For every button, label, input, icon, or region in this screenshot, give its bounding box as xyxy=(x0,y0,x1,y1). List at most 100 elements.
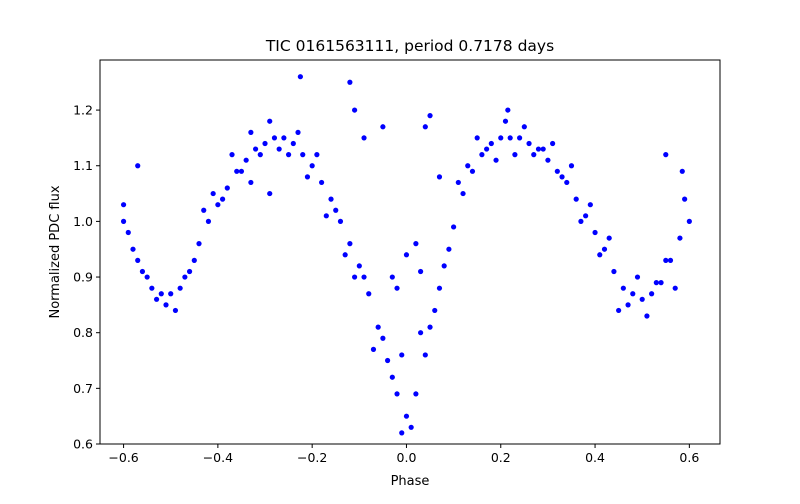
data-point xyxy=(186,268,193,275)
y-tick-label: 0.7 xyxy=(73,381,93,396)
data-point xyxy=(182,274,188,280)
data-point xyxy=(130,246,136,252)
x-tick-label: 0.0 xyxy=(397,450,417,465)
data-point xyxy=(323,213,329,219)
data-point xyxy=(375,324,381,330)
data-point xyxy=(158,291,164,297)
data-point xyxy=(276,146,282,152)
data-point xyxy=(517,135,523,141)
data-point xyxy=(120,218,127,224)
data-point xyxy=(399,352,405,358)
data-point xyxy=(252,146,259,152)
data-point xyxy=(267,118,273,124)
data-point xyxy=(413,241,419,247)
data-point xyxy=(583,213,589,219)
data-point xyxy=(361,274,367,280)
data-point xyxy=(215,202,221,208)
data-point xyxy=(366,291,372,297)
data-point xyxy=(436,174,443,180)
data-point xyxy=(297,74,303,80)
data-point xyxy=(418,330,424,336)
data-point xyxy=(385,357,391,364)
data-point xyxy=(658,280,664,286)
data-point xyxy=(540,146,546,152)
data-point xyxy=(408,424,414,430)
data-point xyxy=(469,168,476,174)
data-point xyxy=(347,79,353,85)
data-point xyxy=(135,257,141,263)
data-point xyxy=(144,274,150,280)
x-tick-label: 0.2 xyxy=(491,450,511,465)
data-point xyxy=(300,152,306,158)
data-point xyxy=(649,291,655,297)
data-point xyxy=(309,163,315,169)
data-point xyxy=(285,152,292,158)
data-point xyxy=(634,274,641,280)
data-point xyxy=(672,285,678,291)
data-point xyxy=(427,324,433,330)
x-axis-label: Phase xyxy=(391,474,430,489)
data-point xyxy=(333,207,339,213)
data-point xyxy=(399,430,405,436)
x-tick-label: 0.4 xyxy=(585,450,605,465)
data-point xyxy=(422,352,428,358)
data-point xyxy=(559,174,565,180)
data-points-layer xyxy=(120,74,692,436)
data-point xyxy=(205,218,212,224)
data-point xyxy=(422,124,428,130)
data-point xyxy=(403,413,410,419)
data-point xyxy=(597,252,603,258)
data-point xyxy=(667,257,674,263)
data-point xyxy=(139,268,146,275)
data-point xyxy=(568,163,575,169)
plot-frame xyxy=(99,59,721,445)
data-point xyxy=(248,179,254,186)
data-point xyxy=(616,307,622,314)
data-point xyxy=(432,307,438,314)
y-axis-ticks: 0.6 0.7 0.8 0.9 1.0 1.1 1.2 xyxy=(73,103,100,452)
chart-title: TIC 0161563111, period 0.7178 days xyxy=(265,37,554,55)
data-point xyxy=(342,252,348,258)
data-point xyxy=(682,196,688,202)
data-point xyxy=(611,268,617,275)
data-point xyxy=(545,157,551,163)
data-point xyxy=(620,285,626,291)
data-point xyxy=(441,263,447,269)
data-point xyxy=(663,152,669,158)
data-point xyxy=(535,146,542,152)
data-point xyxy=(389,274,395,280)
data-point xyxy=(219,196,226,202)
data-point xyxy=(172,307,179,314)
data-point xyxy=(234,168,240,174)
data-point xyxy=(512,152,518,158)
data-point xyxy=(352,107,358,113)
data-point xyxy=(587,202,593,208)
data-point xyxy=(281,135,287,141)
data-point xyxy=(686,218,692,224)
data-point xyxy=(149,285,155,291)
data-point xyxy=(319,179,325,186)
data-point xyxy=(507,135,513,141)
data-point xyxy=(413,391,419,397)
data-point xyxy=(493,157,499,163)
data-point xyxy=(356,263,362,269)
data-point xyxy=(290,140,296,147)
data-point xyxy=(271,135,278,141)
data-point xyxy=(484,146,490,152)
data-point xyxy=(465,163,471,169)
data-point xyxy=(168,291,174,297)
data-point xyxy=(314,152,320,158)
data-point xyxy=(451,224,457,230)
data-point xyxy=(370,346,377,352)
y-tick-label: 0.6 xyxy=(73,437,93,452)
data-point xyxy=(304,174,311,180)
data-point xyxy=(120,202,127,208)
data-point xyxy=(262,140,268,147)
x-tick-label: 0.6 xyxy=(679,450,699,465)
data-point xyxy=(505,107,511,113)
y-tick-label: 1.1 xyxy=(73,158,93,173)
data-point xyxy=(578,218,584,224)
data-point xyxy=(328,196,334,202)
